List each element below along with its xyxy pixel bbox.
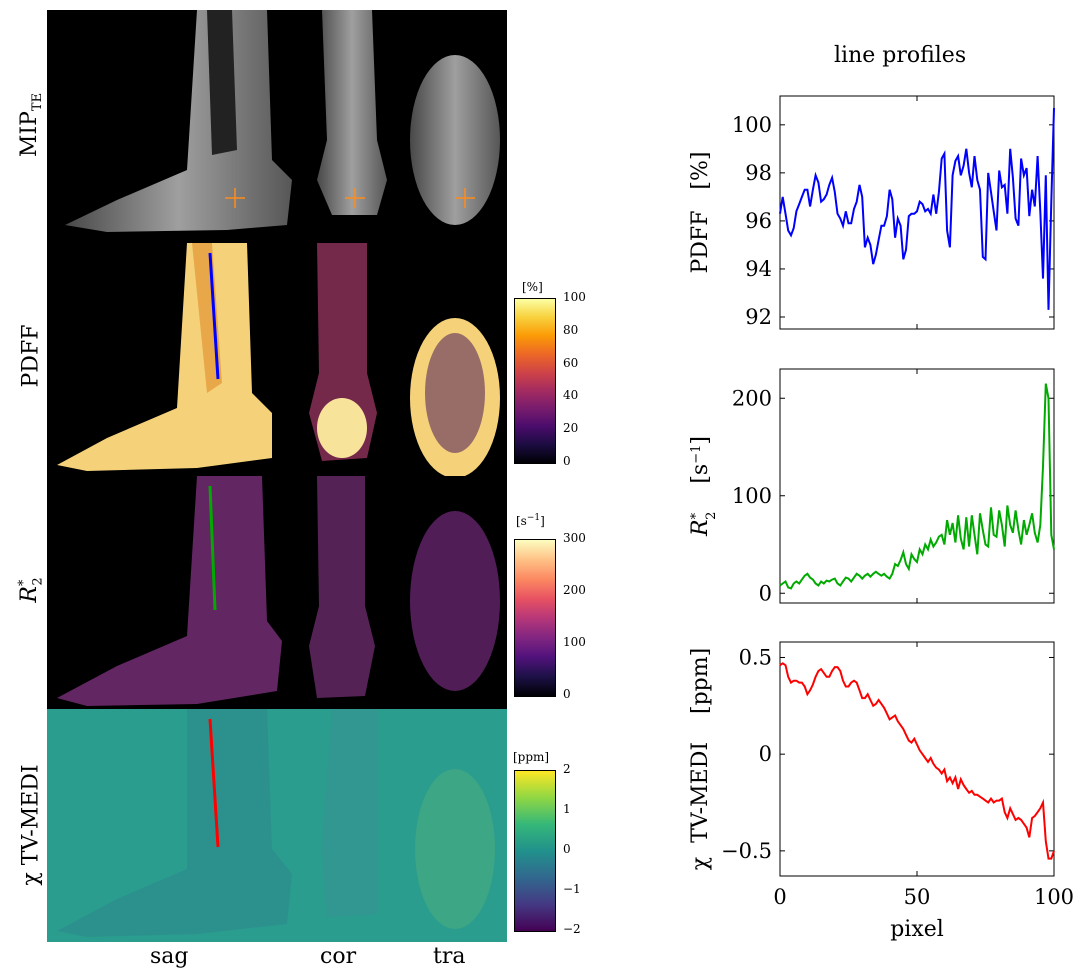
col-label-sag: sag [150,944,189,969]
profiles-title: line profiles [834,43,967,68]
series-line [779,662,1055,860]
colorbar-r2-unit-end: ] [540,514,545,528]
colorbar-tick-label: 60 [563,355,579,370]
colorbar-tick-label: 20 [563,421,579,436]
colorbar-tick-label: 2 [563,762,571,776]
y-axis-label: χ TV-MEDI [ppm] [688,648,713,870]
colorbar-r2-unit: [s−1] [516,513,545,528]
colorbar-tick-label: −2 [563,922,581,936]
col-label-tra: tra [433,944,466,969]
y-tick-label: 0 [759,581,772,605]
colorbar-tick-label: 1 [563,802,571,816]
x-axis-label: pixel [890,917,944,942]
y-tick-label: 0.5 [739,645,772,669]
y-tick-label: 96 [745,209,772,233]
colorbar-tick-label: 40 [563,388,579,403]
colorbar-tick-label: 0 [563,842,571,856]
r2-profile-line [208,485,217,611]
x-tick-label: 0 [773,885,786,909]
mip-image [65,10,500,232]
x-tick-label: 50 [904,885,931,909]
series-line [779,107,1055,310]
colorbar-r2-unit-base: [s [516,514,527,528]
y-tick-label: −0.5 [721,839,772,863]
colorbar-chi-unit: [ppm] [513,750,550,764]
r2-image [57,476,500,706]
y-axis-label: R*2 [s−1] [688,436,719,537]
plot-frame [779,641,1055,877]
colorbar-tick-label: 300 [563,531,586,545]
pdff-panel [47,243,507,476]
mip-panel [47,10,507,243]
pdff-image [57,243,500,476]
y-tick-label: 100 [732,484,772,508]
x-tick-label: 100 [1034,885,1074,909]
marker-crosses [225,188,475,208]
colorbar-chi [514,770,556,932]
colorbar-r2 [514,539,556,697]
chi-panel [47,709,507,942]
y-tick-label: 100 [732,113,772,137]
colorbar-tick-label: 100 [563,290,586,304]
colorbar-tick-label: 0 [563,454,571,468]
y-tick-label: 98 [745,161,772,185]
y-tick-label: 0 [759,742,772,766]
colorbar-tick-label: −1 [563,882,581,896]
colorbar-r2-unit-sup: −1 [526,513,541,523]
colorbar-pdff [514,298,556,464]
y-tick-label: 200 [732,386,772,410]
y-tick-label: 94 [745,257,772,281]
chi-profile-line [208,718,220,848]
pdff-profile-line [208,252,220,380]
colorbar-tick-label: 200 [563,583,586,597]
colorbar-tick-label: 100 [563,635,586,649]
series-line [779,383,1055,590]
y-tick-label: 92 [745,305,772,329]
plot-frame [779,368,1055,604]
r2-panel [47,476,507,709]
chi-image [57,709,495,937]
colorbar-tick-label: 0 [563,687,571,701]
col-label-cor: cor [320,944,357,969]
y-axis-label: PDFF [%] [688,151,713,273]
colorbar-tick-label: 80 [563,322,579,337]
colorbar-pdff-unit: [%] [522,280,543,294]
